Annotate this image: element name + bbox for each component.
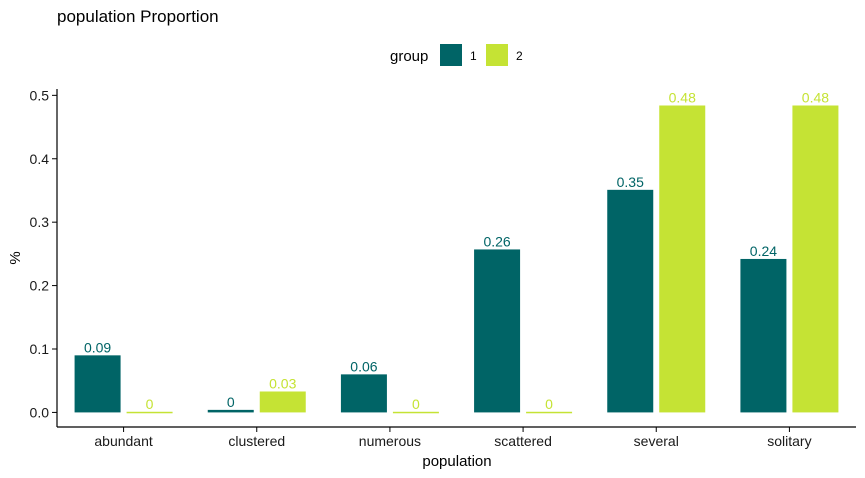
y-axis-title: % (7, 251, 24, 264)
data-label: 0.24 (750, 243, 777, 259)
data-label: 0.48 (802, 89, 829, 105)
data-label: 0 (146, 396, 154, 412)
bar-series-2 (792, 105, 839, 413)
data-label: 0.48 (669, 89, 696, 105)
bar-series-2 (259, 391, 306, 413)
bar-series-1 (340, 374, 387, 413)
bar-series-2 (392, 411, 439, 414)
bar-series-1 (207, 409, 254, 413)
legend-label-2: 2 (516, 49, 523, 63)
y-tick-label: 0.2 (30, 278, 50, 294)
y-tick-label: 0.1 (30, 341, 50, 357)
bar-series-1 (607, 189, 654, 413)
x-tick-label: several (634, 433, 679, 449)
x-axis-title: population (422, 453, 491, 470)
chart-title: population Proportion (57, 7, 219, 26)
x-tick-label: solitary (767, 433, 811, 449)
data-label: 0.35 (617, 174, 644, 190)
bar-series-2 (526, 411, 573, 414)
bar-series-1 (74, 355, 121, 413)
y-tick-label: 0.4 (30, 151, 50, 167)
plot-area: 0.09 0 0 0.03 0.06 0 0.26 0 0.35 0.48 0.24 0.48 (74, 89, 839, 414)
data-label: 0 (227, 394, 235, 410)
x-tick-label: clustered (228, 433, 285, 449)
y-tick-label: 0.5 (30, 87, 50, 103)
legend: group 1 2 (390, 44, 523, 66)
data-label: 0.26 (483, 233, 510, 249)
legend-label-1: 1 (470, 49, 477, 63)
legend-swatch-1 (440, 44, 462, 66)
data-label: 0.03 (269, 375, 296, 391)
bar-series-2 (659, 105, 706, 413)
bar-series-2 (126, 411, 173, 414)
y-tick-label: 0.3 (30, 214, 50, 230)
x-tick-label: scattered (494, 433, 552, 449)
bar-series-1 (474, 249, 521, 413)
x-tick-label: abundant (94, 433, 153, 449)
legend-swatch-2 (486, 44, 508, 66)
data-label: 0 (412, 396, 420, 412)
legend-title: group (390, 48, 428, 65)
x-tick-label: numerous (359, 433, 421, 449)
y-tick-label: 0.0 (30, 404, 50, 420)
data-label: 0.09 (84, 339, 111, 355)
data-label: 0 (545, 396, 553, 412)
bar-series-1 (740, 258, 787, 413)
data-label: 0.06 (350, 358, 377, 374)
